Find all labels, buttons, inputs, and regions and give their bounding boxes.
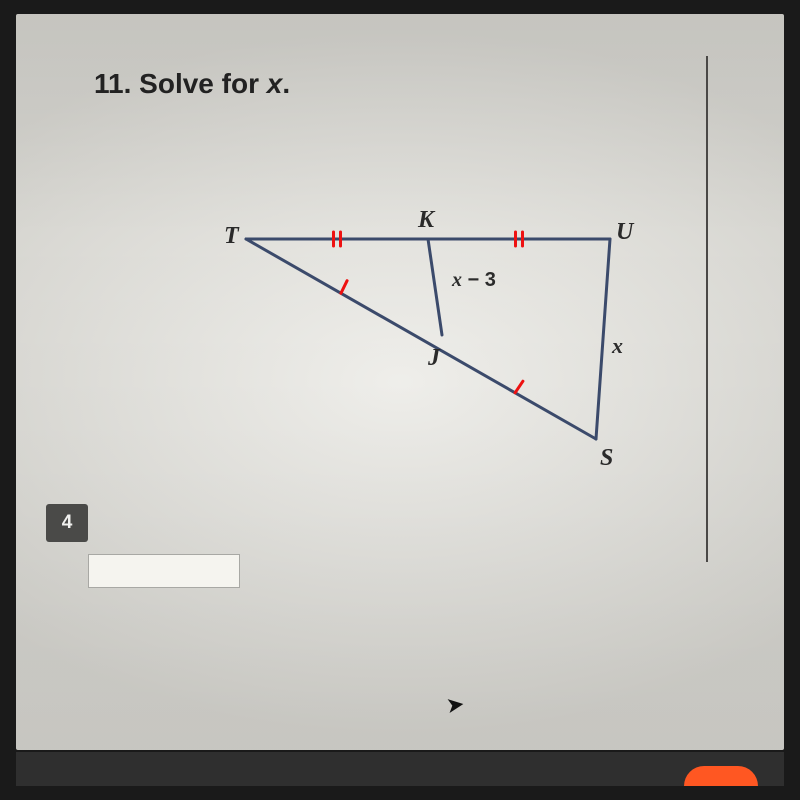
- vertex-u: U: [616, 219, 633, 246]
- app-frame: 11. Solve for x. T K U J Sx − 3 x 4 ➤: [0, 0, 800, 800]
- bottom-bar: [16, 752, 784, 786]
- question-number: 11.: [94, 68, 131, 99]
- segment-label: x: [612, 333, 623, 359]
- chat-tab[interactable]: [684, 766, 758, 786]
- question-stem: Solve for: [139, 68, 259, 99]
- answer-input[interactable]: [88, 554, 240, 588]
- right-divider: [706, 56, 708, 562]
- cursor-icon: ➤: [444, 691, 466, 719]
- vertex-t: T: [224, 223, 239, 250]
- vertex-k: K: [418, 207, 434, 234]
- question-period: .: [282, 68, 290, 99]
- question-text: 11. Solve for x.: [94, 68, 290, 100]
- points-value: 4: [62, 512, 73, 534]
- triangle-diagram: T K U J Sx − 3 x: [196, 209, 676, 509]
- vertex-j: J: [428, 345, 440, 372]
- question-variable: x: [267, 68, 283, 99]
- worksheet-page: 11. Solve for x. T K U J Sx − 3 x 4 ➤: [16, 14, 784, 750]
- vertex-s: S: [600, 445, 613, 472]
- segment-label: x − 3: [452, 269, 496, 292]
- points-badge: 4: [46, 504, 88, 542]
